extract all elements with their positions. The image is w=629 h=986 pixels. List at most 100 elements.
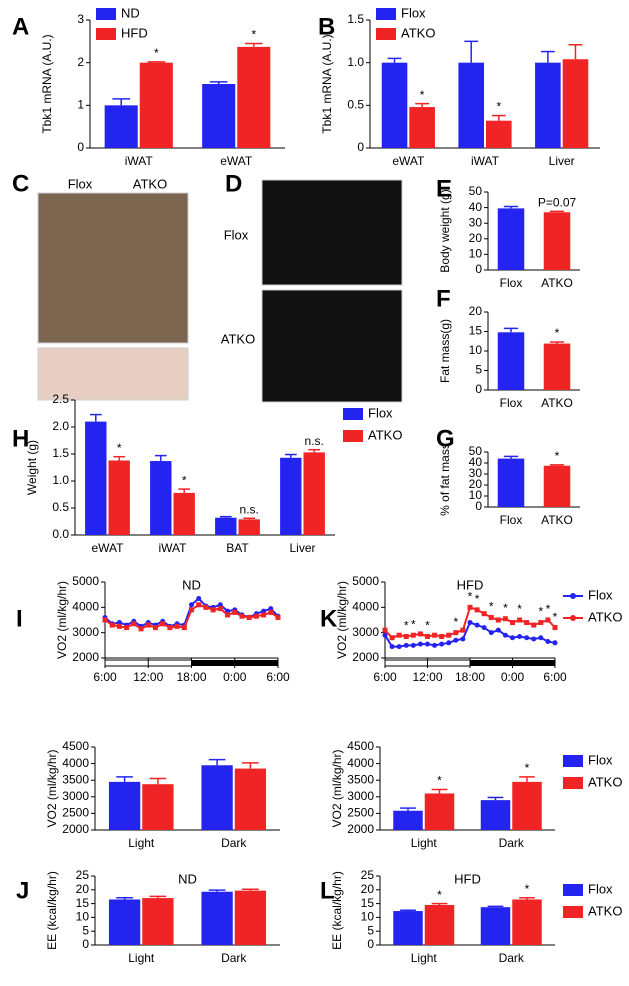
bar <box>486 120 512 148</box>
bar <box>497 458 525 507</box>
y-tick-label: 2.0 <box>52 419 69 433</box>
x-tick-label: Liver <box>289 541 315 555</box>
legend-swatch <box>563 755 583 767</box>
point <box>239 613 245 619</box>
y-axis-label: EE (kcal/kg/hr) <box>45 871 59 950</box>
panel-label: I <box>16 605 23 632</box>
x-tick-label: eWAT <box>392 154 425 168</box>
x-tick-label: 12:00 <box>133 670 163 684</box>
legend-swatch <box>563 884 583 896</box>
y-tick-label: 20 <box>469 231 483 245</box>
panel-title: HFD <box>457 577 484 592</box>
annotation: * <box>154 46 159 60</box>
point <box>167 625 173 631</box>
legend-swatch <box>376 8 396 20</box>
annotation: * <box>411 617 416 631</box>
point <box>517 633 523 639</box>
annotation: * <box>420 88 425 102</box>
point <box>217 606 223 612</box>
x-tick-label: Light <box>128 951 155 965</box>
bar <box>424 793 455 830</box>
y-tick-label: 4500 <box>62 739 89 753</box>
x-tick-label: Dark <box>221 836 247 850</box>
point <box>261 612 267 618</box>
y-tick-label: 40 <box>469 455 483 469</box>
y-axis-label: VO2 (ml/kg/hr) <box>55 581 69 659</box>
point <box>261 608 267 614</box>
x-tick-label: Flox <box>500 396 523 410</box>
legend-swatch <box>343 430 363 442</box>
point <box>510 635 515 641</box>
point <box>275 614 281 620</box>
point <box>467 620 473 626</box>
point <box>425 641 430 647</box>
legend-label: ATKO <box>588 609 622 624</box>
y-tick-label: 4000 <box>347 756 374 770</box>
point <box>453 637 459 643</box>
bar <box>409 107 435 148</box>
point <box>488 614 494 620</box>
legend-marker <box>570 593 576 599</box>
panel-label: J <box>16 877 29 904</box>
y-axis-label: Body weight (g) <box>438 189 452 272</box>
point <box>181 625 187 631</box>
bar <box>139 62 173 148</box>
y-tick-label: 25 <box>76 868 90 882</box>
y-tick-label: 1.5 <box>52 446 69 460</box>
panel-label: B <box>318 13 335 40</box>
panel-label: G <box>436 425 455 452</box>
point <box>116 620 122 626</box>
point <box>196 602 202 608</box>
point <box>403 642 409 648</box>
x-tick-label: Light <box>411 836 438 850</box>
y-tick-label: 3000 <box>347 789 374 803</box>
bar <box>480 800 511 830</box>
photo-label: ATKO <box>133 176 167 191</box>
point <box>152 625 158 631</box>
bar <box>201 891 233 945</box>
bar <box>543 465 571 507</box>
point <box>417 631 423 637</box>
point <box>446 632 452 638</box>
bar <box>512 781 542 830</box>
point <box>189 607 194 613</box>
x-tick-label: 0:00 <box>501 670 525 684</box>
point <box>474 607 480 613</box>
x-tick-label: Light <box>128 836 155 850</box>
point <box>439 633 445 639</box>
point <box>268 606 274 612</box>
legend-label: ATKO <box>588 903 622 918</box>
point <box>488 630 494 636</box>
annotation: * <box>117 441 122 455</box>
y-tick-label: 15 <box>76 896 90 910</box>
bar <box>85 421 107 535</box>
y-axis-label: % of fat mass <box>438 443 452 516</box>
y-tick-label: 0 <box>82 937 89 951</box>
point <box>502 632 508 638</box>
x-tick-label: eWAT <box>92 541 125 555</box>
y-tick-label: 2000 <box>352 650 379 664</box>
annotation: * <box>517 602 522 616</box>
bar <box>234 890 267 945</box>
point <box>382 627 388 633</box>
bar <box>237 46 271 148</box>
photo <box>261 179 403 286</box>
point <box>481 611 487 617</box>
legend-label: ND <box>121 5 140 20</box>
bar <box>173 492 195 535</box>
annotation: * <box>453 615 458 629</box>
photo-label: Flox <box>224 227 249 242</box>
point <box>109 622 115 628</box>
point <box>160 621 166 627</box>
x-tick-label: BAT <box>226 541 249 555</box>
point <box>432 642 438 648</box>
point <box>225 608 231 614</box>
point <box>453 630 459 636</box>
bar <box>303 452 325 535</box>
point <box>495 627 501 633</box>
y-axis-label: VO2 (ml/kg/hr) <box>45 749 59 827</box>
point <box>460 627 466 633</box>
x-tick-label: Light <box>411 951 438 965</box>
y-tick-label: 3000 <box>72 625 99 639</box>
point <box>538 635 544 641</box>
